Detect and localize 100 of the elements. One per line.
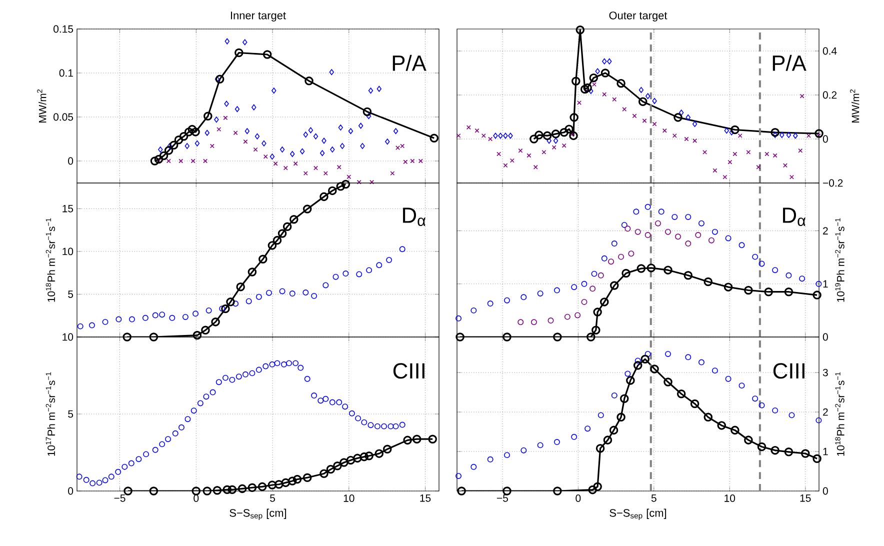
point — [116, 316, 122, 322]
point — [226, 298, 235, 306]
point — [474, 128, 480, 133]
point — [664, 266, 672, 274]
point — [633, 208, 640, 215]
point — [224, 100, 229, 107]
x-tick-label: 5 — [651, 494, 656, 502]
point — [816, 280, 822, 287]
point — [340, 143, 345, 150]
point — [581, 280, 588, 287]
point — [520, 447, 527, 454]
point — [487, 456, 494, 462]
point — [167, 143, 172, 150]
point — [362, 107, 372, 116]
point — [730, 426, 740, 435]
point — [738, 242, 745, 248]
point — [190, 158, 196, 164]
point — [655, 220, 661, 226]
point — [633, 361, 642, 370]
point — [624, 370, 631, 377]
point — [224, 38, 230, 44]
y2-tick-label: 0 — [822, 135, 828, 143]
point — [783, 163, 788, 168]
point — [210, 389, 216, 396]
point — [644, 350, 651, 357]
point — [279, 288, 286, 294]
point — [262, 363, 269, 370]
point — [346, 456, 356, 465]
point — [632, 114, 637, 118]
point — [152, 312, 158, 318]
point — [204, 112, 212, 121]
point — [353, 454, 362, 463]
point — [159, 151, 168, 160]
y2-axis-title: 10$^{19}$Ph m$^{−2}$sr$^{−1}$s$^{−1}$ — [835, 218, 844, 302]
x-tick-label: −5 — [114, 494, 126, 502]
point — [644, 204, 651, 210]
point — [329, 69, 334, 76]
point — [376, 262, 382, 268]
point — [729, 129, 734, 136]
point — [581, 298, 588, 305]
point — [758, 402, 765, 408]
point — [800, 94, 804, 98]
annotation: CIII — [773, 363, 804, 379]
point — [704, 412, 713, 422]
point — [364, 452, 374, 460]
point — [583, 83, 592, 92]
point — [772, 153, 778, 158]
point — [662, 128, 667, 133]
point — [770, 128, 780, 137]
point — [158, 146, 163, 153]
point — [686, 114, 690, 120]
x-tick-label: 15 — [800, 494, 811, 502]
point — [242, 39, 248, 46]
point — [724, 128, 729, 134]
y2-tick-label: 3 — [822, 368, 828, 376]
point — [318, 398, 324, 404]
point — [322, 396, 329, 402]
point — [292, 474, 302, 484]
point — [466, 125, 471, 130]
point — [589, 73, 598, 82]
point — [634, 358, 641, 364]
point — [204, 130, 210, 136]
point — [592, 326, 600, 334]
point — [290, 214, 298, 224]
point — [368, 88, 374, 94]
point — [571, 284, 578, 290]
point — [586, 332, 596, 342]
point — [551, 130, 560, 138]
point — [304, 376, 310, 382]
point — [322, 138, 326, 144]
point — [388, 423, 394, 430]
point — [192, 330, 202, 340]
point — [746, 150, 751, 154]
point — [772, 267, 778, 274]
point — [684, 271, 693, 280]
point — [399, 246, 406, 252]
point — [554, 439, 560, 446]
point — [236, 374, 242, 380]
point — [788, 412, 795, 418]
point — [390, 171, 395, 176]
x-tick-label: 10 — [724, 494, 736, 502]
point — [624, 226, 631, 232]
point — [520, 294, 527, 300]
point — [675, 234, 681, 240]
point — [342, 404, 348, 410]
point — [588, 485, 597, 494]
point — [282, 222, 292, 232]
point — [692, 138, 698, 143]
point — [385, 138, 390, 145]
point — [542, 131, 552, 140]
point — [273, 161, 278, 166]
point — [393, 128, 398, 134]
point — [576, 25, 585, 34]
point — [336, 399, 342, 406]
point — [530, 319, 537, 326]
point — [695, 232, 702, 238]
point — [221, 304, 230, 314]
point — [268, 241, 277, 250]
point — [546, 138, 552, 144]
x-tick-label: 5 — [270, 494, 275, 502]
